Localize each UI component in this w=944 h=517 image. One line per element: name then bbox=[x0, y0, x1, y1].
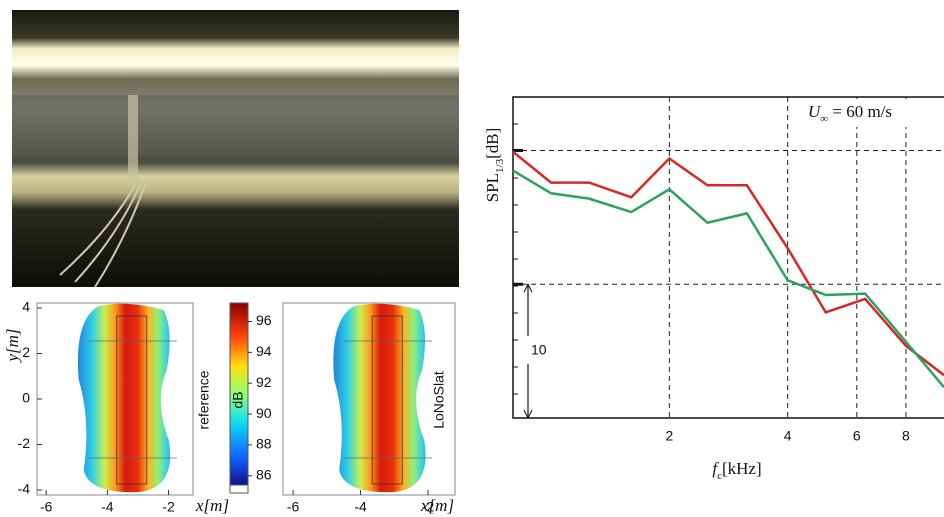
annotation-box bbox=[800, 99, 944, 127]
annotation-rest: = 60 m/s bbox=[828, 102, 892, 121]
colorbar-tick-label: 86 bbox=[256, 466, 272, 482]
x-tick-label: -4 bbox=[354, 499, 367, 515]
data-line bbox=[512, 150, 944, 377]
y-tick-label: -4 bbox=[18, 481, 31, 497]
plot-frame bbox=[512, 96, 944, 419]
y-axis-label: SPL1/3[dB] bbox=[483, 128, 506, 203]
y-axis-label-sub: 1/3 bbox=[494, 158, 506, 173]
y-tick-label: -2 bbox=[18, 435, 31, 451]
source-map bbox=[77, 303, 177, 493]
x-axis-label-unit: [kHz] bbox=[722, 459, 762, 478]
y-axis-label-unit: [dB] bbox=[483, 128, 502, 159]
x-tick-label: -6 bbox=[40, 499, 53, 515]
x-tick-label: -4 bbox=[101, 499, 114, 515]
colorbar-tick-label: 94 bbox=[256, 343, 272, 359]
x-tick-label: -6 bbox=[287, 499, 300, 515]
source-map bbox=[333, 303, 433, 493]
colorbar-tick-label: 92 bbox=[256, 374, 272, 390]
scale-arrow bbox=[523, 283, 533, 420]
scale-label: 10 bbox=[531, 342, 547, 358]
annotation-sub: ∞ bbox=[820, 113, 828, 125]
data-line bbox=[512, 169, 944, 389]
x-tick-label: -2 bbox=[422, 499, 435, 515]
x-axis-label-sub: c bbox=[717, 470, 722, 482]
panel-label: reference bbox=[196, 370, 212, 429]
y-tick-label: 4 bbox=[22, 299, 30, 315]
annotation-main: U bbox=[808, 102, 822, 121]
x-tick-label: 6 bbox=[853, 428, 861, 444]
y-tick-label: 0 bbox=[22, 390, 30, 406]
colorbar-tick-label: 90 bbox=[256, 405, 272, 421]
x-tick-label: 8 bbox=[902, 428, 910, 444]
y-axis-label: y[m] bbox=[3, 328, 22, 363]
annotation: U∞ = 60 m/s bbox=[808, 102, 892, 125]
panel-label: LoNoSlat bbox=[431, 371, 447, 429]
photo bbox=[12, 10, 459, 288]
map-gradient bbox=[77, 303, 171, 493]
colorbar-label: dB bbox=[230, 391, 246, 408]
colorbar-tick-label: 96 bbox=[256, 312, 272, 328]
x-axis-label: x[m] bbox=[420, 496, 454, 515]
x-axis-label: fc[kHz] bbox=[712, 459, 761, 482]
colorbar-end bbox=[229, 484, 249, 494]
x-tick-label: 4 bbox=[784, 428, 792, 444]
x-axis-label: x[m] bbox=[195, 496, 229, 515]
x-tick-label: -2 bbox=[162, 499, 175, 515]
slat-outline bbox=[116, 315, 148, 485]
x-tick-label: 2 bbox=[665, 428, 673, 444]
scale-label-box bbox=[520, 336, 556, 364]
slat-outline bbox=[371, 315, 403, 485]
colorbar-tick-label: 88 bbox=[256, 436, 272, 452]
y-tick-label: 2 bbox=[22, 344, 30, 360]
y-axis-label-main: SPL bbox=[483, 173, 502, 202]
x-axis-label-main: f bbox=[712, 459, 719, 478]
map-gradient bbox=[333, 303, 426, 493]
